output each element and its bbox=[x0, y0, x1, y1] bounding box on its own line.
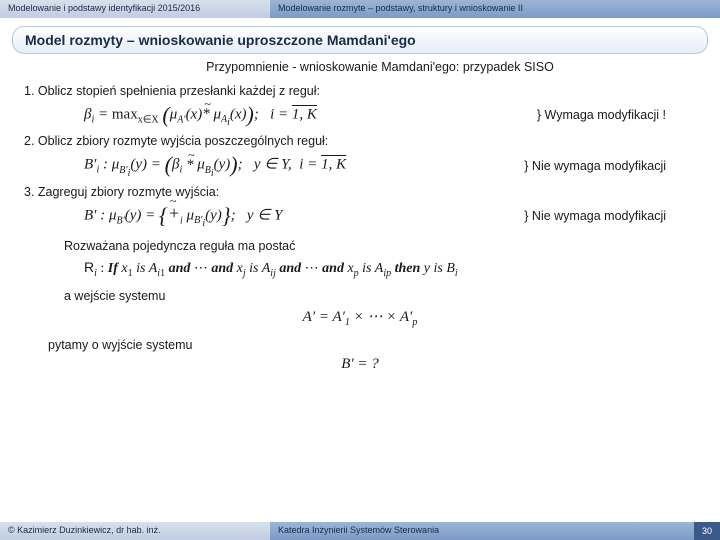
input-formula: A′ = A′1 × ⋯ × A′p bbox=[24, 307, 696, 328]
rule-intro: Rozważana pojedyncza reguła ma postać bbox=[64, 239, 696, 253]
formula-row-2: B′i : μB′i(y) = (βi * μBi(y)); y ∈ Y, i … bbox=[24, 152, 696, 178]
page-number: 30 bbox=[694, 522, 720, 540]
formula-1: βi = maxx∈X (μA′(x)* μAi(x)); i = 1, K bbox=[24, 102, 317, 128]
step-1-text: 1. Oblicz stopień spełnienia przesłanki … bbox=[24, 84, 696, 98]
header-left: Modelowanie i podstawy identyfikacji 201… bbox=[0, 0, 270, 18]
output-label: pytamy o wyjście systemu bbox=[48, 338, 696, 352]
input-label: a wejście systemu bbox=[64, 289, 696, 303]
footer-dept: Katedra Inżynierii Systemów Sterowania bbox=[278, 525, 439, 537]
note-1: } Wymaga modyfikacji ! bbox=[537, 108, 696, 122]
footer-left: © Kazimierz Duzinkiewicz, dr hab. inż. bbox=[0, 522, 270, 540]
footer-right: Katedra Inżynierii Systemów Sterowania 3… bbox=[270, 522, 720, 540]
note-3: } Nie wymaga modyfikacji bbox=[524, 209, 696, 223]
footer-bar: © Kazimierz Duzinkiewicz, dr hab. inż. K… bbox=[0, 522, 720, 540]
content-area: Przypomnienie - wnioskowanie Mamdani'ego… bbox=[0, 60, 720, 373]
header-bar: Modelowanie i podstawy identyfikacji 201… bbox=[0, 0, 720, 18]
step-2-text: 2. Oblicz zbiory rozmyte wyjścia poszcze… bbox=[24, 134, 696, 148]
note-2: } Nie wymaga modyfikacji bbox=[524, 159, 696, 173]
step-3-text: 3. Zagreguj zbiory rozmyte wyjścia: bbox=[24, 185, 696, 199]
formula-3: B′ : μB′(y) = {+i μB′i(y)}; y ∈ Y bbox=[24, 203, 282, 229]
output-formula: B′ = ? bbox=[24, 356, 696, 373]
header-right: Modelowanie rozmyte – podstawy, struktur… bbox=[270, 0, 720, 18]
subtitle: Przypomnienie - wnioskowanie Mamdani'ego… bbox=[24, 60, 696, 74]
formula-row-1: βi = maxx∈X (μA′(x)* μAi(x)); i = 1, K }… bbox=[24, 102, 696, 128]
formula-row-3: B′ : μB′(y) = {+i μB′i(y)}; y ∈ Y } Nie … bbox=[24, 203, 696, 229]
formula-2: B′i : μB′i(y) = (βi * μBi(y)); y ∈ Y, i … bbox=[24, 152, 346, 178]
rule-formula: Ri : If x1 is Ai1 and ⋯ and xj is Aij an… bbox=[24, 259, 696, 279]
slide-title: Model rozmyty – wnioskowanie uproszczone… bbox=[12, 26, 708, 54]
